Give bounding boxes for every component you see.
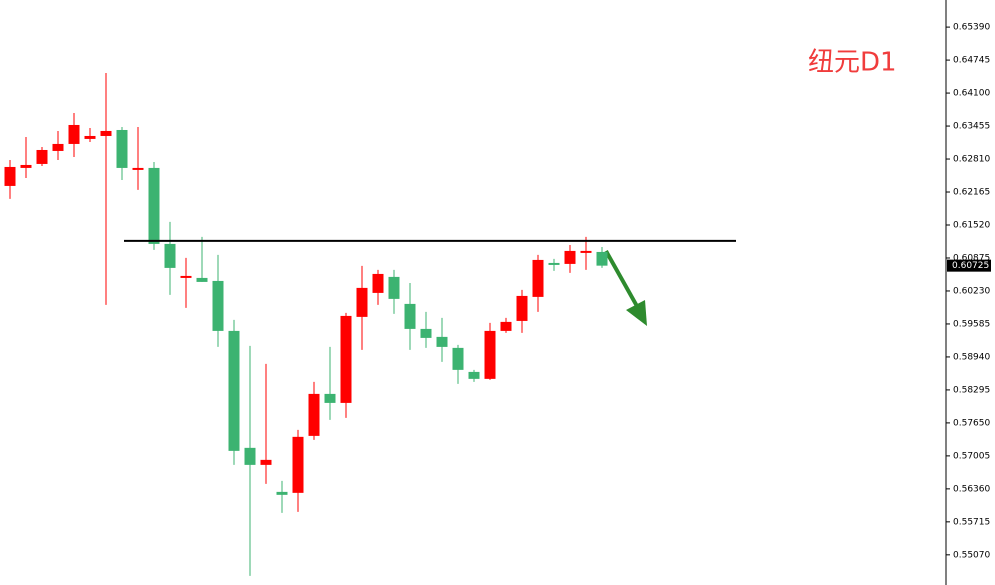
trend-arrow bbox=[604, 250, 647, 326]
candle-body bbox=[564, 250, 576, 264]
candle-body bbox=[4, 166, 16, 186]
current-price: 0.60725 bbox=[952, 261, 989, 271]
candle-body bbox=[196, 277, 208, 282]
candle-body bbox=[100, 130, 112, 136]
y-tick-label: 0.58940 bbox=[953, 352, 990, 362]
y-tick-label: 0.58295 bbox=[953, 385, 990, 395]
candle-body bbox=[212, 280, 224, 331]
candle-body bbox=[324, 393, 336, 403]
candle-body bbox=[516, 295, 528, 321]
y-tick-label: 0.56360 bbox=[953, 484, 990, 494]
y-tick-label: 0.57650 bbox=[953, 418, 990, 428]
candle-body bbox=[532, 259, 544, 297]
candle-body bbox=[340, 315, 352, 403]
candle-body bbox=[148, 167, 160, 244]
y-tick-label: 0.57005 bbox=[953, 451, 990, 461]
y-tick-label: 0.60230 bbox=[953, 286, 990, 296]
candle-body bbox=[132, 167, 144, 170]
candle-body bbox=[420, 328, 432, 338]
price-tag bbox=[947, 259, 991, 272]
y-tick-label: 0.55715 bbox=[953, 517, 990, 527]
candle-body bbox=[468, 371, 480, 379]
y-tick-label: 0.63455 bbox=[953, 122, 990, 132]
candle-body bbox=[84, 135, 96, 139]
candle-body bbox=[452, 347, 464, 370]
candle-body bbox=[404, 303, 416, 329]
candle-body bbox=[116, 129, 128, 168]
candle-body bbox=[356, 287, 368, 317]
candle-body bbox=[180, 275, 192, 278]
candle-body bbox=[548, 262, 560, 265]
candle-body bbox=[596, 251, 608, 266]
chart-title: 纽元D1 bbox=[808, 48, 897, 78]
candle-body bbox=[372, 273, 384, 293]
candle-body bbox=[500, 321, 512, 331]
y-tick-label: 0.64100 bbox=[953, 89, 990, 99]
y-tick-label: 0.64745 bbox=[953, 56, 990, 66]
candle-body bbox=[68, 124, 80, 144]
candle-body bbox=[580, 250, 592, 253]
candle-body bbox=[484, 330, 496, 379]
y-tick-label: 0.59585 bbox=[953, 319, 990, 329]
candle-body bbox=[292, 436, 304, 493]
y-tick-label: 0.62165 bbox=[953, 188, 990, 198]
candle-body bbox=[164, 243, 176, 268]
candle-body bbox=[308, 393, 320, 436]
candle-body bbox=[260, 459, 272, 465]
candle-body bbox=[388, 276, 400, 299]
y-tick-label: 0.60875 bbox=[953, 253, 990, 263]
candle-body bbox=[52, 143, 64, 151]
candle-body bbox=[20, 164, 32, 168]
y-tick-label: 0.61520 bbox=[953, 221, 990, 231]
candle-body bbox=[276, 491, 288, 495]
y-tick-label: 0.55070 bbox=[953, 550, 990, 560]
y-tick-label: 0.65390 bbox=[953, 23, 990, 33]
candle-body bbox=[228, 330, 240, 451]
candle-body bbox=[244, 447, 256, 465]
y-tick-label: 0.62810 bbox=[953, 155, 990, 165]
candle-body bbox=[36, 149, 48, 164]
candle-body bbox=[436, 336, 448, 347]
